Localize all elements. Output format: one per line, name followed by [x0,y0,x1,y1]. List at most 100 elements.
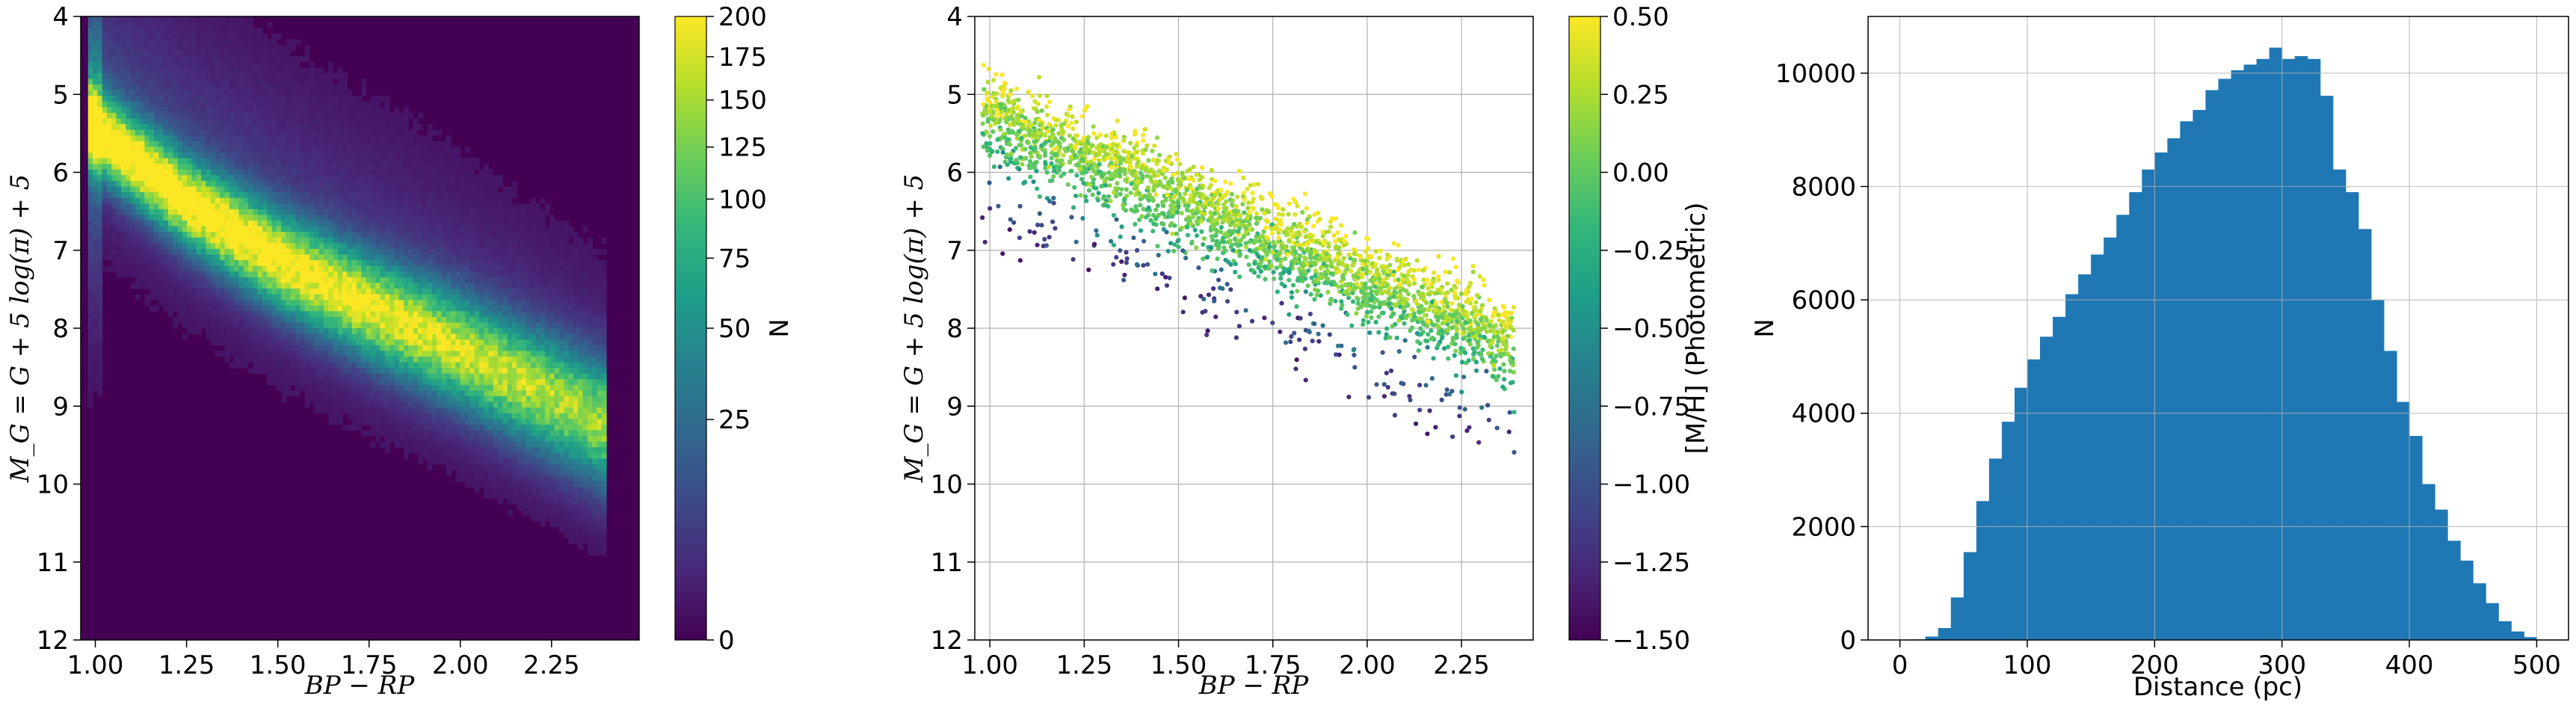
density-cell [126,203,132,210]
density-cell [469,288,475,295]
density-cell [154,107,159,114]
density-cell [300,215,306,221]
density-cell [238,22,244,28]
density-cell [455,390,461,397]
density-cell [116,260,122,267]
density-cell [187,90,193,96]
density-cell [234,56,240,63]
density-cell [238,96,244,102]
density-cell [177,209,183,215]
density-cell [441,424,447,431]
density-cell [460,441,466,448]
density-cell [210,90,216,96]
density-cell [460,368,466,375]
density-cell [262,96,268,102]
density-cell [271,328,277,335]
density-cell [182,84,188,91]
density-cell [380,441,386,448]
density-cell [196,197,202,204]
density-cell [126,220,132,227]
density-cell [144,44,150,52]
density-cell [229,33,235,40]
density-cell [295,322,301,329]
density-cell [248,135,253,142]
density-cell [300,339,306,346]
density-cell [357,300,362,307]
density-cell [389,311,395,318]
density-cell [281,339,287,346]
density-cell [488,271,494,278]
density-cell [357,424,362,431]
density-cell [229,186,235,193]
density-cell [398,226,404,233]
density-cell [271,152,277,159]
density-cell [441,333,447,340]
density-cell [464,384,470,391]
density-cell [286,96,292,102]
density-cell [126,73,132,79]
density-cell [375,209,381,215]
density-cell [102,79,108,85]
density-cell [167,209,173,215]
density-cell [97,16,103,23]
density-cell [328,226,334,233]
density-cell [257,294,263,301]
density-cell [478,379,484,386]
density-cell [167,294,173,301]
density-cell [93,328,98,335]
density-cell [281,209,287,215]
density-cell [238,90,244,96]
density-cell [167,79,173,85]
density-cell [328,180,334,188]
density-cell [380,197,386,204]
density-cell [229,209,235,215]
density-cell [342,243,348,250]
density-cell [455,197,461,204]
density-cell [286,379,292,386]
density-cell [248,79,253,85]
density-cell [196,96,202,102]
density-cell [295,288,301,295]
density-cell [224,56,230,63]
density-cell [253,33,259,40]
density-cell [286,260,292,267]
density-cell [126,226,132,233]
density-cell [304,362,310,369]
density-cell [238,345,244,351]
density-cell [238,333,244,340]
density-cell [238,197,244,204]
density-cell [267,373,273,380]
density-cell [314,192,320,199]
density-cell [267,248,273,256]
density-cell [224,260,230,267]
density-cell [126,135,132,142]
density-cell [243,101,249,108]
density-cell [144,129,150,136]
density-cell [87,56,93,63]
density-cell [262,300,268,307]
density-cell [173,243,179,250]
density-cell [215,33,221,40]
density-cell [93,294,98,301]
density-cell [87,22,93,28]
density-cell [427,147,433,153]
density-cell [87,351,93,357]
density-cell [154,147,159,153]
density-cell [384,395,390,403]
density-cell [191,147,197,153]
density-cell [229,226,235,233]
density-cell [413,124,419,131]
density-cell [87,28,93,34]
density-cell [408,254,414,261]
density-cell [361,175,367,182]
density-cell [234,277,240,283]
density-cell [437,322,443,329]
density-cell [357,294,362,301]
density-cell [93,345,98,351]
density-cell [295,61,301,68]
density-cell [262,356,268,363]
density-cell [446,356,452,363]
density-cell [229,203,235,210]
density-cell [309,175,315,182]
